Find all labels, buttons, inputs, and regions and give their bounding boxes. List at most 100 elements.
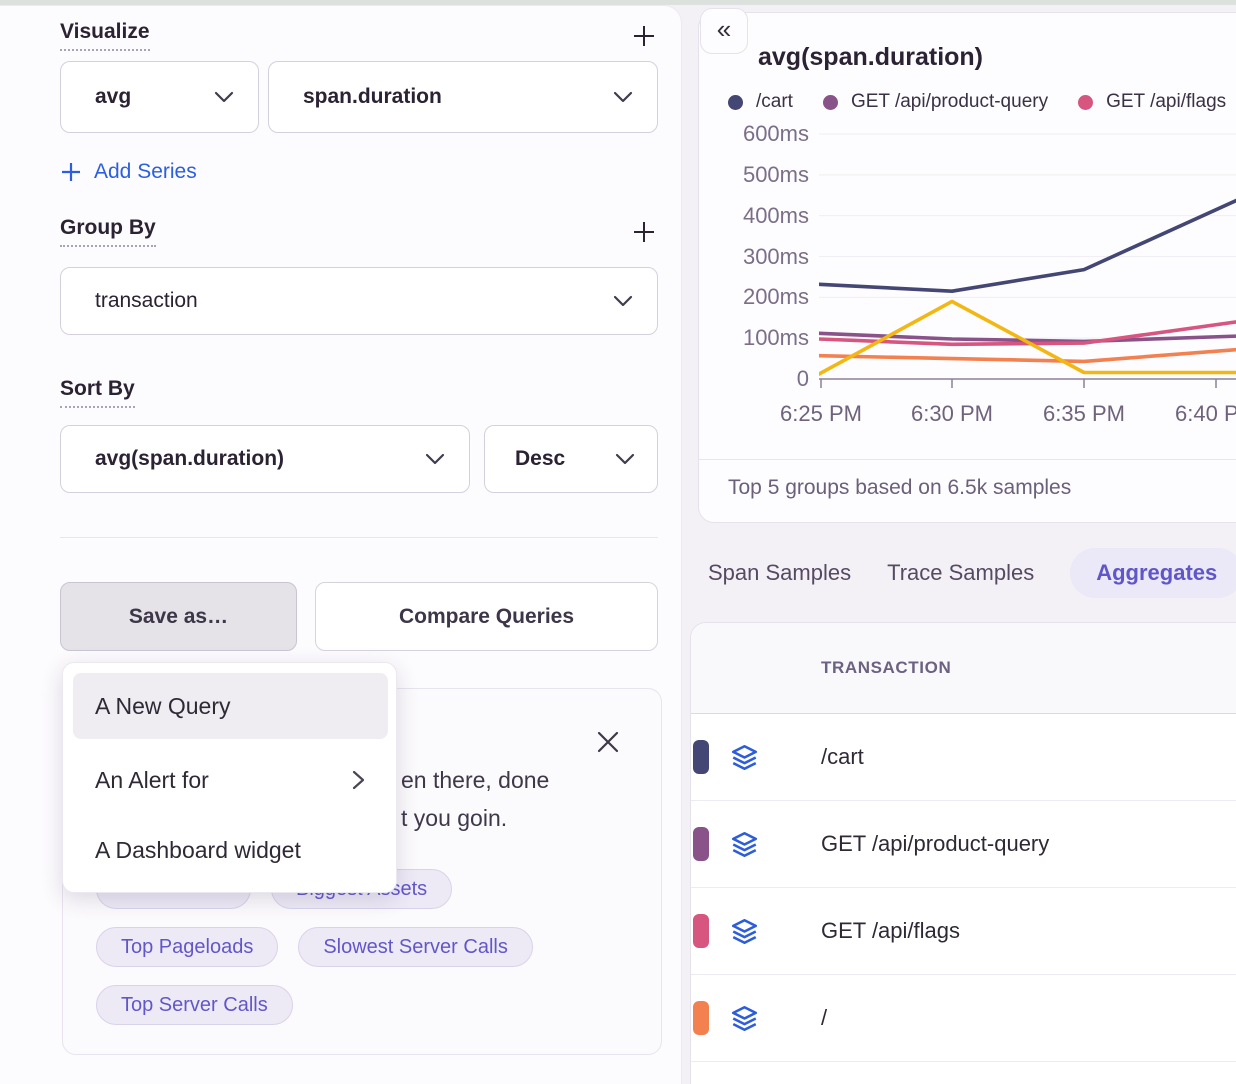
chevron-down-icon bbox=[615, 453, 635, 465]
transaction-icon-wrap bbox=[731, 1005, 758, 1037]
layers-icon bbox=[731, 918, 758, 945]
x-axis-tick-label: 6:25 PM bbox=[780, 401, 862, 426]
chart-title: avg(span.duration) bbox=[758, 43, 984, 71]
legend-label: GET /api/flags bbox=[1106, 91, 1227, 112]
x-axis-tick-label: 6:35 PM bbox=[1043, 401, 1125, 426]
layers-icon bbox=[731, 831, 758, 858]
plus-icon bbox=[634, 221, 654, 242]
get-started-text-line: en there, done bbox=[401, 767, 550, 793]
chart-sample-note: Top 5 groups based on 6.5k samples bbox=[728, 476, 1072, 499]
visualize-header: Visualize bbox=[60, 20, 658, 51]
chevron-down-icon bbox=[613, 295, 633, 307]
legend-label: GET /api/product-query bbox=[850, 91, 1049, 112]
compare-queries-button[interactable]: Compare Queries bbox=[315, 582, 658, 651]
field-value: span.duration bbox=[303, 85, 442, 108]
collapse-panel-button[interactable]: « bbox=[700, 8, 748, 54]
menu-item-label: A Dashboard widget bbox=[95, 836, 301, 863]
x-axis-tick-label: 6:30 PM bbox=[911, 401, 993, 426]
field-select[interactable]: span.duration bbox=[268, 61, 658, 133]
table-row[interactable]: / bbox=[691, 975, 1236, 1062]
line-chart-plot bbox=[819, 133, 1236, 388]
chevron-right-icon bbox=[352, 770, 365, 790]
group-by-header: Group By bbox=[60, 216, 658, 247]
sort-field-value: avg(span.duration) bbox=[95, 447, 285, 470]
transaction-icon-wrap bbox=[731, 831, 758, 863]
table-row[interactable] bbox=[691, 1062, 1236, 1084]
double-chevron-left-icon: « bbox=[716, 14, 732, 44]
layers-icon bbox=[731, 744, 758, 771]
sort-by-header: Sort By bbox=[60, 377, 658, 408]
suggested-query-pill[interactable]: Top Pageloads bbox=[96, 927, 279, 967]
transaction-icon-wrap bbox=[731, 918, 758, 950]
add-group-by-button[interactable] bbox=[630, 218, 658, 246]
plus-icon bbox=[62, 163, 80, 181]
menu-item-label: A New Query bbox=[95, 692, 231, 719]
tab-aggregates[interactable]: Aggregates bbox=[1070, 548, 1236, 598]
save-as-menu: A New Query An Alert for A Dashboard widge… bbox=[62, 662, 397, 893]
close-get-started-button[interactable] bbox=[595, 729, 621, 755]
sort-by-heading: Sort By bbox=[60, 377, 135, 408]
menu-item-an-alert-for[interactable]: An Alert for bbox=[73, 747, 388, 813]
chevron-down-icon bbox=[613, 91, 633, 103]
table-header-row: TRANSACTION bbox=[691, 623, 1236, 714]
chevron-down-icon bbox=[214, 91, 234, 103]
sort-field-select[interactable]: avg(span.duration) bbox=[60, 425, 470, 493]
plus-icon bbox=[634, 25, 654, 46]
y-axis-tick-label: 500ms bbox=[742, 161, 809, 187]
legend-item[interactable]: GET /api/flags bbox=[1078, 91, 1226, 113]
legend-label: /cart bbox=[756, 91, 793, 112]
add-series-button[interactable]: Add Series bbox=[60, 156, 197, 188]
chart-panel: avg(span.duration) /cart GET /api/product… bbox=[698, 12, 1236, 523]
menu-item-a-dashboard-widget[interactable]: A Dashboard widget bbox=[73, 817, 388, 883]
samples-tab-bar: Span Samples Trace Samples Aggregates bbox=[708, 548, 1236, 598]
group-by-select[interactable]: transaction bbox=[60, 267, 658, 335]
y-axis-tick-label: 200ms bbox=[742, 284, 809, 310]
aggregate-value: avg bbox=[95, 85, 132, 108]
sort-direction-select[interactable]: Desc bbox=[484, 425, 658, 493]
layers-icon bbox=[731, 1005, 758, 1032]
aggregate-select[interactable]: avg bbox=[60, 61, 259, 133]
legend-item[interactable]: /cart bbox=[728, 91, 793, 113]
chart-line-series bbox=[819, 347, 1236, 364]
series-color-marker bbox=[693, 914, 709, 948]
menu-item-label: An Alert for bbox=[95, 766, 209, 793]
table-row[interactable]: /cart bbox=[691, 714, 1236, 801]
save-as-button[interactable]: Save as… bbox=[60, 582, 297, 651]
legend-color-dot bbox=[822, 94, 838, 110]
save-as-label: Save as… bbox=[128, 604, 229, 628]
series-color-marker bbox=[693, 740, 709, 774]
suggested-query-pill[interactable]: Top Server Calls bbox=[96, 985, 293, 1025]
legend-color-dot bbox=[1078, 94, 1094, 110]
y-axis-tick-label: 300ms bbox=[742, 243, 809, 269]
chevron-down-icon bbox=[425, 453, 445, 465]
table-body: /cart GET /api/product-query GET /api/flag… bbox=[691, 714, 1236, 1084]
series-color-marker bbox=[693, 827, 709, 861]
top-edge-strip bbox=[0, 0, 1236, 5]
panel-divider bbox=[60, 537, 658, 538]
group-by-value: transaction bbox=[95, 289, 198, 312]
y-axis-tick-label: 600ms bbox=[742, 121, 809, 146]
transaction-name: GET /api/product-query bbox=[821, 831, 1050, 856]
visualize-heading: Visualize bbox=[60, 20, 150, 51]
menu-item-a-new-query[interactable]: A New Query bbox=[73, 673, 388, 739]
suggested-query-pill[interactable]: Slowest Server Calls bbox=[298, 927, 533, 967]
tab-trace-samples[interactable]: Trace Samples bbox=[887, 560, 1035, 585]
tab-span-samples[interactable]: Span Samples bbox=[708, 560, 852, 585]
legend-color-dot bbox=[728, 94, 743, 110]
table-row[interactable]: GET /api/product-query bbox=[691, 801, 1236, 888]
transaction-column-header: TRANSACTION bbox=[821, 658, 952, 677]
y-axis-tick-label: 0 bbox=[796, 366, 809, 391]
suggested-query-pill-row: Top Pageloads Slowest Server Calls bbox=[96, 927, 533, 967]
series-color-marker bbox=[693, 1001, 709, 1035]
table-row[interactable]: GET /api/flags bbox=[691, 888, 1236, 975]
chart-line-series bbox=[819, 320, 1236, 347]
transaction-icon-wrap bbox=[731, 744, 758, 776]
transaction-name: / bbox=[821, 1005, 828, 1030]
get-started-text-line: t you goin. bbox=[401, 805, 508, 831]
legend-item[interactable]: GET /api/product-query bbox=[822, 91, 1049, 113]
x-axis-tick-label: 6:40 PM bbox=[1175, 401, 1236, 426]
chart-line-series bbox=[819, 299, 1236, 376]
add-visualize-button[interactable] bbox=[630, 22, 658, 50]
group-by-heading: Group By bbox=[60, 216, 156, 247]
